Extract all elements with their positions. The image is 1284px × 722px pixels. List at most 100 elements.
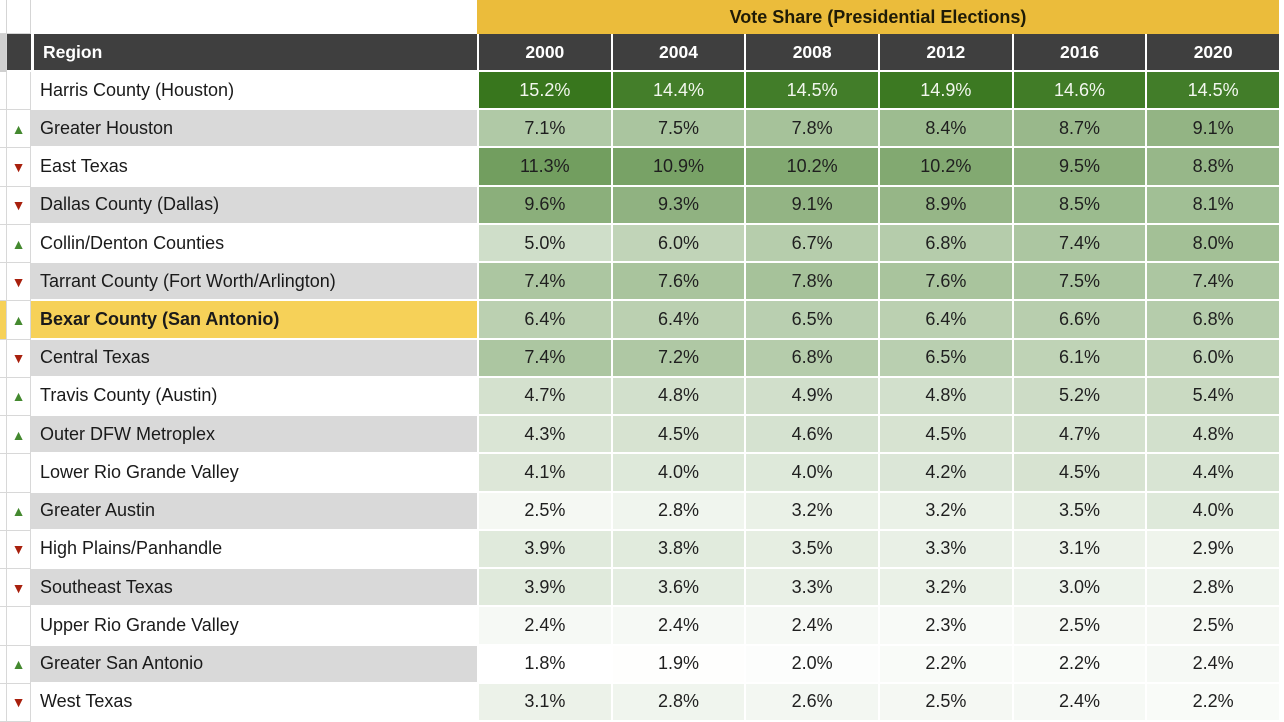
vote-share-cell[interactable]: 6.6% [1011, 301, 1146, 340]
region-header-cell[interactable]: Region [31, 34, 477, 72]
region-name-cell[interactable]: Greater San Antonio [31, 645, 477, 684]
vote-share-cell[interactable]: 4.5% [1011, 454, 1146, 493]
vote-share-cell[interactable]: 2.5% [1145, 607, 1279, 646]
region-name-cell[interactable]: Greater Austin [31, 492, 477, 531]
region-name-cell[interactable]: West Texas [31, 683, 477, 722]
vote-share-cell[interactable]: 2.2% [878, 645, 1012, 684]
vote-share-cell[interactable]: 4.7% [1011, 416, 1146, 455]
trend-indicator-cell[interactable]: ▲ [7, 110, 31, 149]
region-name-cell[interactable]: Greater Houston [31, 110, 477, 149]
vote-share-cell[interactable]: 9.6% [477, 186, 611, 225]
vote-share-cell[interactable]: 3.9% [477, 530, 611, 570]
vote-share-cell[interactable]: 8.5% [1011, 186, 1146, 225]
vote-share-cell[interactable]: 3.5% [744, 530, 878, 570]
vote-share-cell[interactable]: 8.0% [1145, 224, 1279, 264]
vote-share-cell[interactable]: 14.5% [1145, 72, 1279, 111]
region-name-cell[interactable]: Upper Rio Grande Valley [31, 607, 477, 646]
vote-share-cell[interactable]: 7.4% [477, 339, 611, 378]
vote-share-cell[interactable]: 10.2% [744, 148, 878, 187]
vote-share-cell[interactable]: 4.2% [878, 454, 1012, 493]
vote-share-cell[interactable]: 3.1% [1011, 530, 1146, 570]
vote-share-cell[interactable]: 2.5% [878, 683, 1012, 722]
region-name-cell[interactable]: Collin/Denton Counties [31, 224, 477, 264]
vote-share-cell[interactable]: 4.5% [878, 416, 1012, 455]
vote-share-cell[interactable]: 3.0% [1011, 569, 1146, 608]
trend-indicator-cell[interactable]: ▲ [7, 224, 31, 264]
vote-share-cell[interactable]: 6.4% [878, 301, 1012, 340]
vote-share-cell[interactable]: 3.2% [878, 569, 1012, 608]
vote-share-cell[interactable]: 6.5% [878, 339, 1012, 378]
region-name-cell[interactable]: Bexar County (San Antonio) [31, 301, 477, 340]
year-header-cell[interactable]: 2016 [1011, 34, 1146, 72]
vote-share-cell[interactable]: 5.2% [1011, 377, 1146, 417]
vote-share-cell[interactable]: 3.8% [610, 530, 745, 570]
vote-share-cell[interactable]: 5.0% [477, 224, 611, 264]
vote-share-cell[interactable]: 2.6% [744, 683, 878, 722]
vote-share-cell[interactable]: 2.4% [1011, 683, 1146, 722]
year-header-cell[interactable]: 2000 [477, 34, 611, 72]
vote-share-cell[interactable]: 7.4% [1011, 224, 1146, 264]
trend-indicator-cell[interactable]: ▲ [7, 416, 31, 455]
vote-share-cell[interactable]: 14.9% [878, 72, 1012, 111]
vote-share-cell[interactable]: 14.6% [1011, 72, 1146, 111]
vote-share-cell[interactable]: 14.5% [744, 72, 878, 111]
vote-share-cell[interactable]: 3.3% [744, 569, 878, 608]
vote-share-cell[interactable]: 9.5% [1011, 148, 1146, 187]
vote-share-cell[interactable]: 4.1% [477, 454, 611, 493]
vote-share-cell[interactable]: 3.1% [477, 683, 611, 722]
vote-share-cell[interactable]: 3.3% [878, 530, 1012, 570]
trend-indicator-cell[interactable]: ▲ [7, 377, 31, 417]
trend-indicator-cell[interactable]: ▼ [7, 148, 31, 187]
vote-share-cell[interactable]: 7.8% [744, 110, 878, 149]
vote-share-cell[interactable]: 3.2% [878, 492, 1012, 531]
vote-share-cell[interactable]: 2.4% [744, 607, 878, 646]
vote-share-cell[interactable]: 4.7% [477, 377, 611, 417]
vote-share-cell[interactable]: 7.1% [477, 110, 611, 149]
vote-share-cell[interactable]: 9.1% [744, 186, 878, 225]
vote-share-cell[interactable]: 6.7% [744, 224, 878, 264]
trend-indicator-cell[interactable]: ▼ [7, 186, 31, 225]
vote-share-cell[interactable]: 8.1% [1145, 186, 1279, 225]
vote-share-cell[interactable]: 2.2% [1145, 683, 1279, 722]
region-name-cell[interactable]: East Texas [31, 148, 477, 187]
vote-share-cell[interactable]: 2.2% [1011, 645, 1146, 684]
trend-indicator-cell[interactable]: ▲ [7, 492, 31, 531]
vote-share-cell[interactable]: 8.4% [878, 110, 1012, 149]
vote-share-cell[interactable]: 14.4% [610, 72, 745, 111]
trend-indicator-cell[interactable] [7, 607, 31, 646]
vote-share-cell[interactable]: 6.8% [744, 339, 878, 378]
vote-share-cell[interactable]: 3.6% [610, 569, 745, 608]
vote-share-cell[interactable]: 2.9% [1145, 530, 1279, 570]
vote-share-cell[interactable]: 10.2% [878, 148, 1012, 187]
trend-indicator-cell[interactable]: ▼ [7, 683, 31, 722]
vote-share-cell[interactable]: 10.9% [610, 148, 745, 187]
vote-share-cell[interactable]: 4.8% [878, 377, 1012, 417]
vote-share-cell[interactable]: 6.8% [878, 224, 1012, 264]
vote-share-cell[interactable]: 4.6% [744, 416, 878, 455]
vote-share-cell[interactable]: 6.1% [1011, 339, 1146, 378]
vote-share-cell[interactable]: 2.8% [610, 492, 745, 531]
vote-share-cell[interactable]: 3.2% [744, 492, 878, 531]
vote-share-cell[interactable]: 1.8% [477, 645, 611, 684]
vote-share-cell[interactable]: 4.3% [477, 416, 611, 455]
vote-share-cell[interactable]: 7.5% [1011, 263, 1146, 302]
vote-share-cell[interactable]: 7.2% [610, 339, 745, 378]
vote-share-cell[interactable]: 2.0% [744, 645, 878, 684]
vote-share-cell[interactable]: 3.5% [1011, 492, 1146, 531]
region-name-cell[interactable]: High Plains/Panhandle [31, 530, 477, 570]
vote-share-cell[interactable]: 6.4% [610, 301, 745, 340]
vote-share-cell[interactable]: 2.3% [878, 607, 1012, 646]
vote-share-cell[interactable]: 2.5% [1011, 607, 1146, 646]
trend-indicator-cell[interactable] [7, 454, 31, 493]
region-name-cell[interactable]: Harris County (Houston) [31, 72, 477, 111]
trend-indicator-cell[interactable]: ▲ [7, 645, 31, 684]
trend-indicator-cell[interactable]: ▼ [7, 569, 31, 608]
vote-share-cell[interactable]: 3.9% [477, 569, 611, 608]
vote-share-cell[interactable]: 4.4% [1145, 454, 1279, 493]
trend-indicator-cell[interactable]: ▼ [7, 530, 31, 570]
vote-share-cell[interactable]: 2.4% [610, 607, 745, 646]
vote-share-cell[interactable]: 7.6% [878, 263, 1012, 302]
trend-indicator-cell[interactable] [7, 72, 31, 111]
year-header-cell[interactable]: 2008 [744, 34, 878, 72]
vote-share-cell[interactable]: 4.9% [744, 377, 878, 417]
